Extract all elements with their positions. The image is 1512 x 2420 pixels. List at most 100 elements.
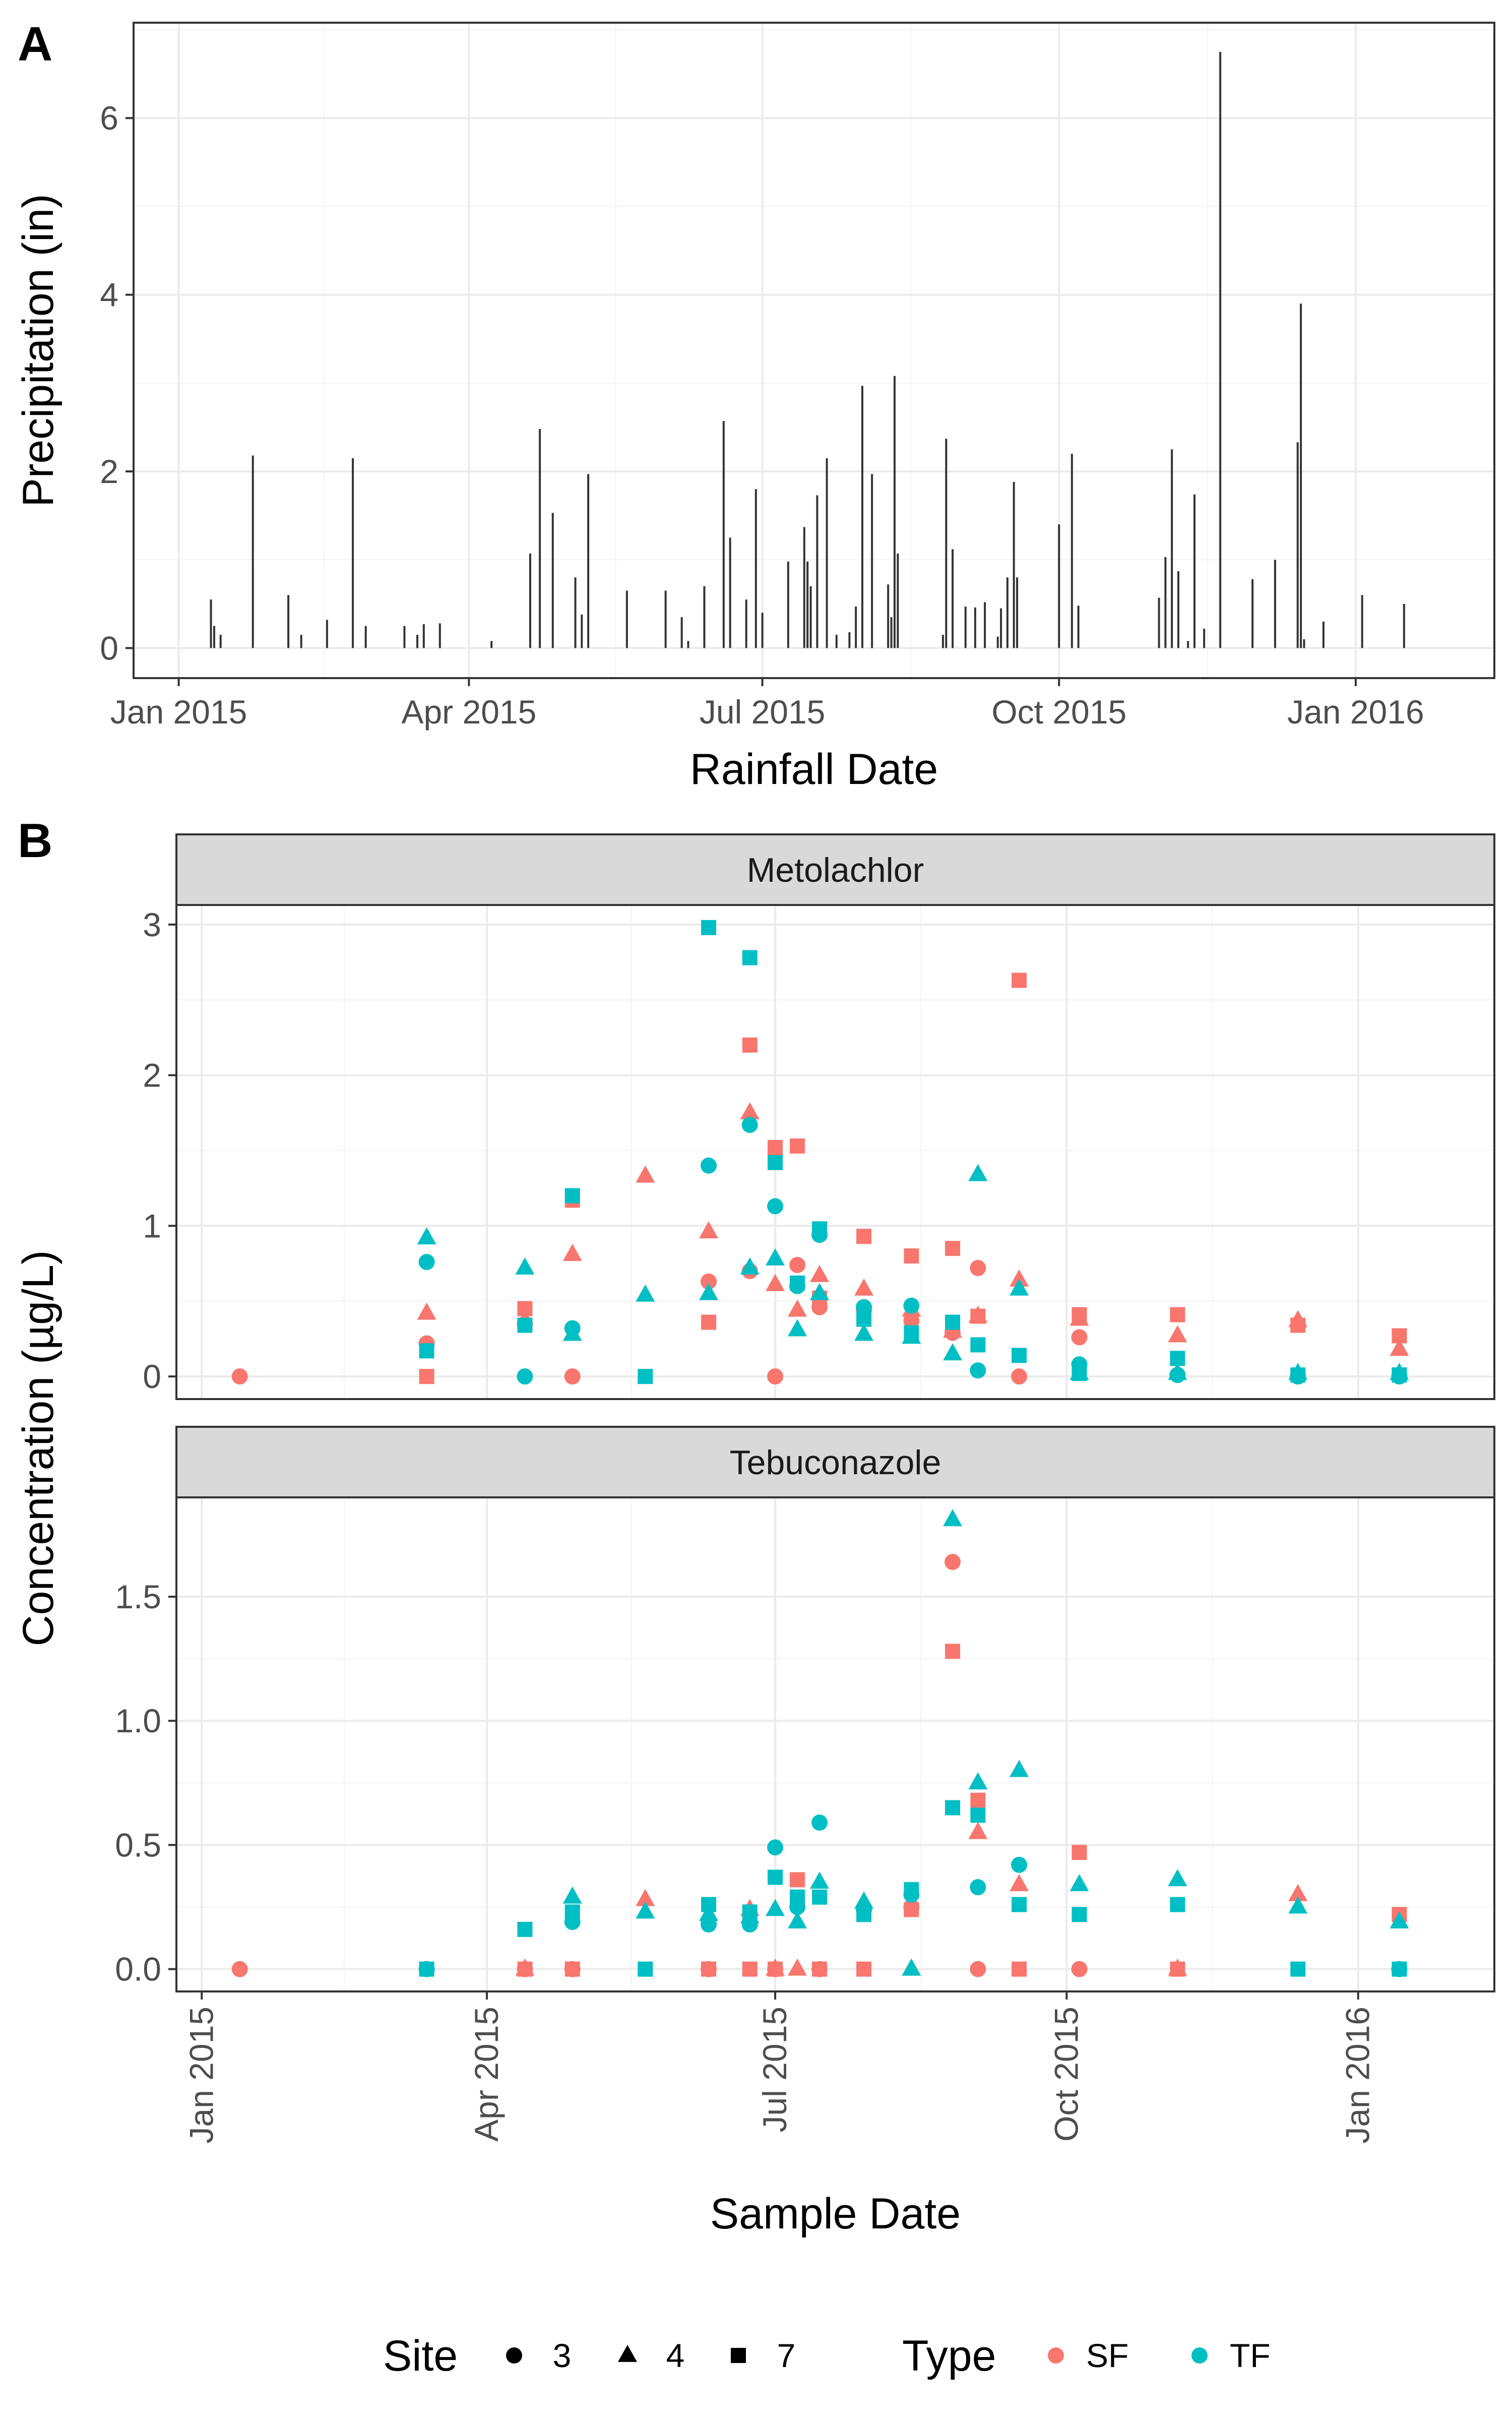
point-site-7 — [945, 1644, 961, 1659]
point-site-7 — [1392, 1328, 1407, 1344]
point-site-7 — [1012, 1348, 1027, 1363]
point-site-3 — [970, 1961, 986, 1977]
y-tick-label: 2 — [100, 453, 118, 490]
point-site-4 — [810, 1871, 830, 1889]
point-site-3 — [767, 1839, 784, 1856]
point-site-4 — [636, 1901, 655, 1919]
point-site-4 — [636, 1165, 655, 1183]
point-site-4 — [740, 1257, 760, 1275]
point-site-7 — [970, 1807, 986, 1823]
point-site-4 — [1168, 1325, 1187, 1343]
y-tick-label: 2 — [143, 1057, 161, 1094]
point-site-7 — [904, 1248, 919, 1264]
facet-frame — [175, 1496, 1495, 1992]
point-site-7 — [904, 1325, 919, 1341]
point-site-7 — [812, 1889, 828, 1905]
legend-site-items: 3 4 7 — [506, 2337, 795, 2374]
legend-site-label: 3 — [553, 2337, 572, 2374]
point-site-7 — [970, 1337, 986, 1353]
panel-a-x-axis-title: Rainfall Date — [690, 745, 938, 794]
point-site-4 — [810, 1264, 830, 1282]
point-site-7 — [970, 1792, 986, 1808]
point-site-7 — [419, 1369, 434, 1384]
point-site-7 — [742, 1904, 758, 1920]
point-site-7 — [701, 1961, 717, 1977]
point-site-7 — [904, 1882, 919, 1898]
legend-site-label: 4 — [666, 2337, 685, 2374]
panel-b-facets: Metolachlor 0 1 2 3 Tebuconazole 0.0 0.5 1.0 1.5 — [115, 833, 1495, 1992]
point-site-4 — [1390, 1911, 1409, 1929]
point-site-7 — [790, 1872, 805, 1888]
point-site-4 — [562, 1323, 582, 1341]
point-site-4 — [417, 1302, 436, 1320]
panel-b: B Metolachlor 0 1 2 3 Tebuconazole 0.0 0.5 1.0 1.… — [14, 814, 1495, 2238]
point-site-3 — [1011, 1368, 1028, 1385]
point-site-7 — [742, 1037, 758, 1053]
point-site-7 — [856, 1961, 872, 1977]
point-site-7 — [1290, 1961, 1306, 1977]
panel-a-x-axis: Jan 2015 Apr 2015 Jul 2015 Oct 2015 Jan 2016 — [110, 678, 1424, 731]
point-site-7 — [701, 1314, 717, 1330]
point-site-7 — [1392, 1961, 1407, 1977]
point-site-4 — [788, 1319, 807, 1337]
x-tick-label: Jan 2015 — [110, 693, 247, 731]
point-site-3 — [506, 2347, 522, 2364]
point-site-7 — [419, 1343, 434, 1359]
point-site-3 — [517, 1368, 533, 1385]
x-tick-label: Apr 2015 — [401, 693, 536, 731]
point-site-4 — [854, 1278, 874, 1296]
y-tick-label: 1.0 — [115, 1702, 161, 1739]
point-site-3 — [231, 1961, 248, 1977]
point-site-7 — [742, 950, 758, 965]
panel-b-x-axis: Jan 2015 Apr 2015 Jul 2015 Oct 2015 Jan 2016 — [182, 1991, 1376, 2144]
point-site-3 — [1011, 1856, 1028, 1873]
y-tick-label: 3 — [143, 906, 161, 943]
point-site-3 — [811, 1814, 828, 1831]
facet-points — [231, 920, 1409, 1385]
point-site-4 — [810, 1283, 830, 1300]
point-site-3 — [903, 1297, 920, 1314]
point-site-3 — [767, 1368, 784, 1385]
point-site-7 — [1170, 1961, 1185, 1977]
y-tick-label: 4 — [100, 276, 118, 314]
point-site-3 — [418, 1254, 435, 1270]
point-site-7 — [1072, 1845, 1087, 1860]
point-site-4 — [636, 1284, 655, 1302]
point-site-7 — [1170, 1307, 1185, 1322]
point-site-4 — [1010, 1269, 1029, 1287]
point-site-7 — [517, 1301, 533, 1316]
point-site-4 — [766, 1248, 785, 1266]
point-site-7 — [970, 1308, 986, 1324]
facet-tebuconazole: Tebuconazole 0.0 0.5 1.0 1.5 — [115, 1426, 1495, 1992]
point-site-3 — [970, 1260, 986, 1277]
facet-points — [231, 1509, 1409, 1977]
point-site-7 — [1012, 973, 1027, 988]
point-site-4 — [788, 1958, 807, 1976]
facet-frame — [175, 904, 1495, 1400]
point-site-4 — [1069, 1874, 1089, 1892]
point-site-7 — [768, 1869, 783, 1885]
point-site-7 — [1012, 1897, 1027, 1912]
x-tick-label: Jul 2015 — [700, 693, 826, 731]
point-site-7 — [790, 1275, 805, 1291]
point-site-4 — [968, 1822, 988, 1839]
facet-strip-label: Metolachlor — [747, 851, 924, 889]
panel-a-rain-bars — [210, 51, 1405, 648]
point-site-7 — [1392, 1367, 1407, 1383]
point-site-7 — [856, 1907, 872, 1922]
point-site-7 — [701, 1897, 717, 1912]
point-site-4 — [766, 1274, 785, 1291]
point-site-7 — [564, 1188, 580, 1203]
y-tick-label: 1.5 — [115, 1578, 161, 1615]
point-site-4 — [968, 1164, 988, 1181]
point-site-7 — [1170, 1897, 1185, 1912]
point-site-7 — [1072, 1307, 1087, 1322]
point-site-3 — [856, 1299, 872, 1315]
point-site-7 — [564, 1961, 580, 1977]
point-site-4 — [1390, 1339, 1409, 1356]
point-site-7 — [768, 1961, 783, 1977]
y-tick-label: 0.5 — [115, 1826, 161, 1863]
legend-site-title: Site — [383, 2332, 458, 2380]
point-site-7 — [638, 1369, 653, 1384]
